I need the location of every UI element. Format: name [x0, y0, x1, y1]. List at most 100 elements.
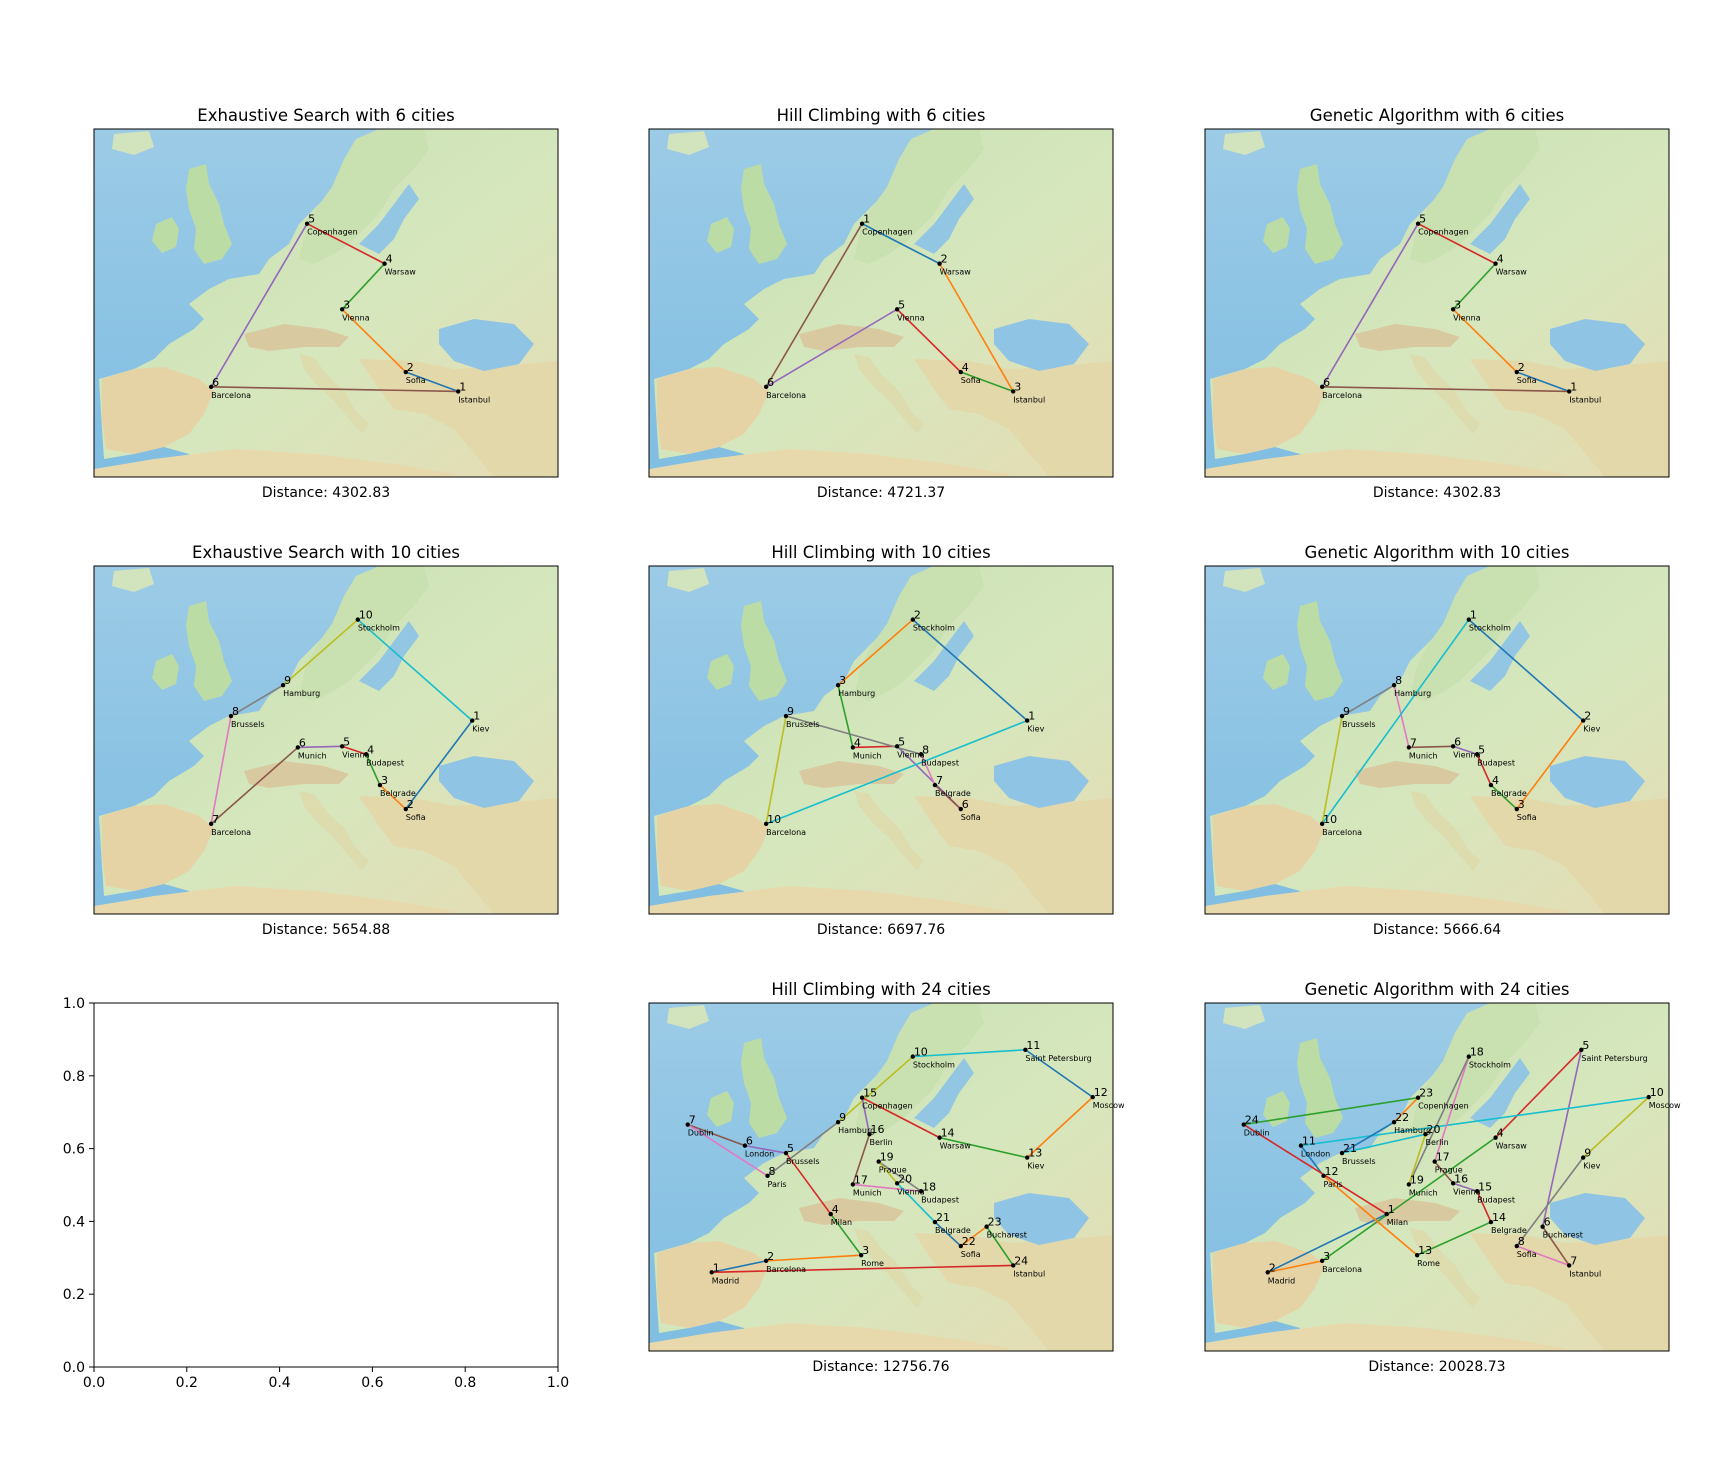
city-marker: [763, 1258, 769, 1264]
tour-segment: [1408, 745, 1454, 749]
tour-segment: [878, 1161, 898, 1184]
city-marker: [1339, 713, 1345, 719]
tour-segment: [896, 308, 962, 373]
city-marker: [1391, 683, 1397, 688]
city-name-label: Berlin: [869, 1138, 892, 1147]
city-name-label: Sofia: [961, 813, 981, 822]
subplot-6: 1 Stockholm 2 Kiev 3 Sofia 4 Belgrade 5 Budapest 6…: [1204, 543, 1670, 938]
tour-segment: [1321, 715, 1343, 825]
tour-segment: [765, 223, 863, 388]
visit-order-label: 7: [1410, 736, 1417, 749]
tour-segment: [365, 753, 381, 786]
tour-segment: [210, 715, 232, 825]
visit-order-label: 23: [1419, 1087, 1433, 1100]
tour-segment: [1490, 784, 1518, 810]
visit-order-label: 15: [1478, 1180, 1492, 1193]
visit-order-label: 13: [1028, 1147, 1042, 1160]
tour-segment: [379, 784, 407, 810]
visit-order-label: 3: [343, 298, 350, 311]
visit-order-label: 3: [1454, 298, 1461, 311]
city-marker: [1432, 1159, 1437, 1164]
visit-order-label: 5: [787, 1142, 794, 1155]
distance-label: Distance: 6697.76: [817, 922, 945, 938]
tour-segment: [211, 386, 459, 393]
visit-order-label: 3: [1518, 798, 1525, 811]
visit-order-label: 23: [988, 1216, 1002, 1229]
city-marker: [1579, 1047, 1584, 1052]
city-name-label: Brussels: [786, 1157, 820, 1166]
city-marker: [859, 1095, 865, 1100]
subplot-9: 1 Milan 2 Madrid 3 Barcelona 4 Warsaw 5 Saint Pet…: [1204, 980, 1681, 1375]
visit-order-label: 8: [769, 1165, 776, 1178]
city-name-label: Barcelona: [1322, 828, 1362, 837]
city-name-label: Munich: [853, 751, 882, 760]
distance-label: Distance: 5666.64: [1373, 922, 1501, 938]
visit-order-label: 5: [1582, 1039, 1589, 1052]
city-marker: [339, 307, 345, 312]
x-tick-label: 0.8: [454, 1375, 476, 1391]
visit-order-label: 17: [854, 1173, 868, 1186]
visit-order-label: 1: [1470, 609, 1477, 622]
tour-segment: [357, 619, 473, 722]
distance-label: Distance: 4721.37: [817, 485, 945, 501]
visit-order-label: 12: [1094, 1086, 1108, 1099]
city-marker: [363, 752, 369, 757]
city-marker: [1010, 1263, 1016, 1268]
city-name-label: Kiev: [1027, 1162, 1044, 1171]
city-name-label: Prague: [1435, 1166, 1463, 1175]
city-name-label: Dublin: [688, 1129, 714, 1138]
city-marker: [783, 1150, 789, 1156]
city-name-label: Budapest: [921, 758, 959, 767]
city-marker: [1646, 1094, 1651, 1100]
city-marker: [1414, 1252, 1420, 1258]
tour-segment: [1267, 1213, 1388, 1273]
city-name-label: Dublin: [1244, 1129, 1270, 1138]
visit-order-label: 4: [1497, 253, 1504, 266]
city-marker: [1488, 1219, 1494, 1225]
tour-segment: [1323, 1175, 1418, 1256]
tour-segment: [1516, 1245, 1570, 1267]
subplot-title: Hill Climbing with 10 cities: [771, 543, 990, 562]
visit-order-label: 5: [898, 298, 905, 311]
city-name-label: Brussels: [231, 720, 265, 729]
tour-segment: [912, 619, 1028, 722]
tour-segment: [687, 1123, 746, 1147]
tour-segment: [1516, 720, 1584, 810]
city-name-label: Budapest: [366, 758, 404, 767]
city-name-label: Warsaw: [385, 268, 417, 277]
distance-label: Distance: 5654.88: [262, 922, 390, 938]
tour-segment: [1417, 222, 1496, 265]
tour-segment: [1452, 745, 1478, 756]
tour-segment: [282, 619, 359, 686]
visit-order-label: 4: [962, 361, 969, 374]
city-name-label: Copenhagen: [1418, 228, 1469, 237]
map-background: [94, 129, 558, 477]
visit-order-label: 1: [459, 380, 466, 393]
axes-frame: [648, 1002, 1114, 1352]
tour-segment: [1300, 1096, 1649, 1147]
city-name-label: Moscow: [1649, 1101, 1681, 1110]
city-name-label: Paris: [768, 1180, 787, 1189]
visit-order-label: 5: [308, 213, 315, 226]
city-marker: [937, 261, 942, 266]
visit-order-label: 6: [962, 798, 969, 811]
city-marker: [228, 713, 234, 719]
city-marker: [355, 617, 361, 622]
visit-order-label: 5: [1478, 743, 1485, 756]
city-marker: [1415, 221, 1421, 226]
city-name-label: Madrid: [1268, 1276, 1295, 1285]
tour-segment: [767, 1121, 839, 1177]
visit-order-label: 9: [284, 674, 291, 687]
tour-segment: [896, 1182, 936, 1223]
visit-order-label: 19: [1410, 1173, 1424, 1186]
city-marker: [958, 369, 963, 375]
tour-segment: [1393, 1097, 1419, 1123]
city-marker: [1241, 1122, 1246, 1127]
city-marker: [304, 221, 310, 226]
city-name-label: Bucharest: [1543, 1231, 1583, 1240]
city-name-label: Barcelona: [211, 828, 251, 837]
visit-order-label: 2: [407, 361, 414, 374]
subplot-2: 1 Copenhagen 2 Warsaw 3 Istanbul 4 Sofia 5 Vienna…: [648, 106, 1114, 501]
city-name-label: Berlin: [1425, 1138, 1448, 1147]
tour-segment: [1322, 386, 1570, 393]
